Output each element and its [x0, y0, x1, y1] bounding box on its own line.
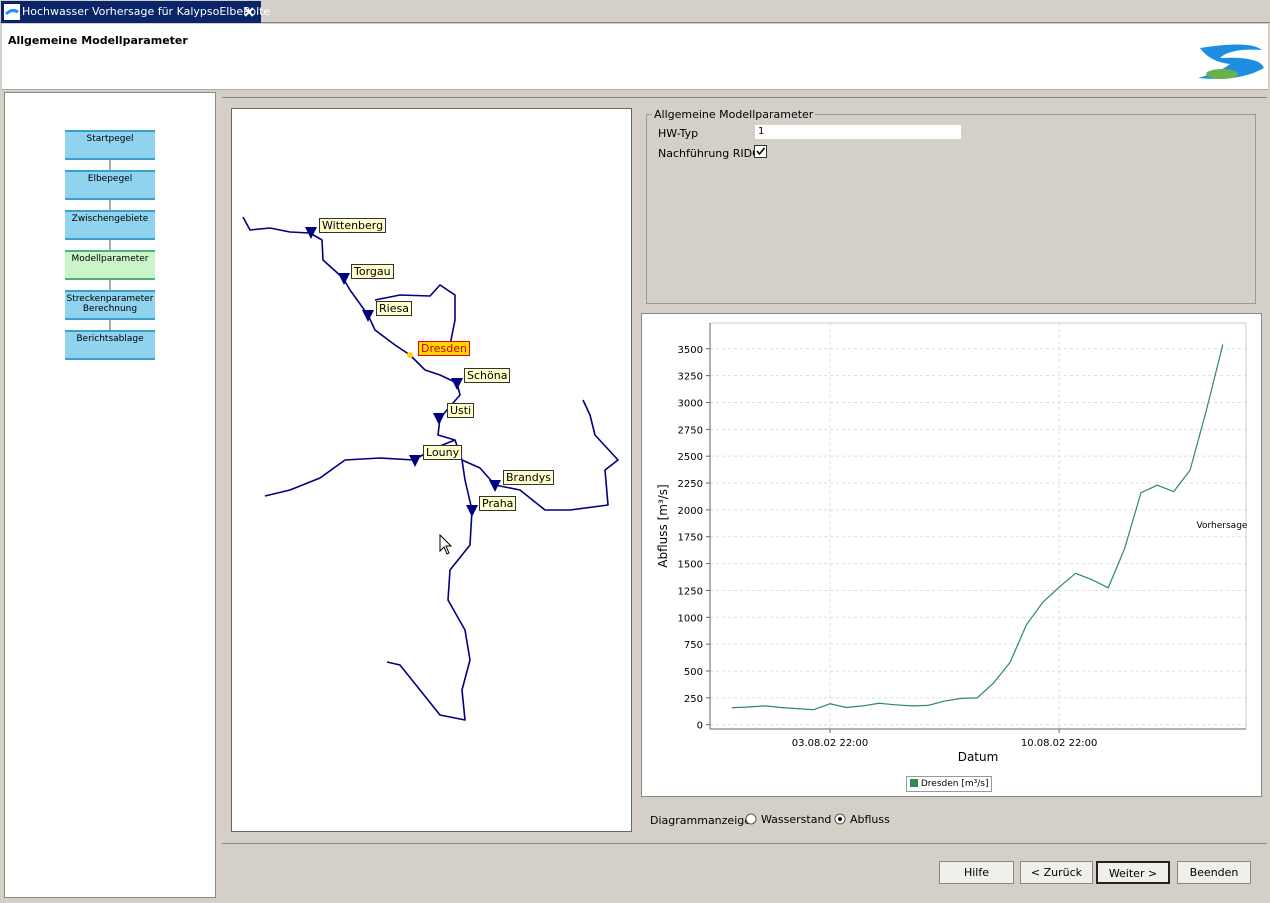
gauge-label[interactable]: Brandys [503, 470, 555, 485]
x-axis-label: Datum [958, 750, 999, 764]
gauge-label[interactable]: Louny [423, 445, 463, 460]
y-tick-label: 2750 [678, 425, 703, 436]
data-line [731, 344, 1224, 711]
rido-checkbox[interactable] [754, 145, 768, 159]
gauge-label[interactable]: Wittenberg [319, 218, 387, 233]
y-tick-label: 0 [697, 721, 703, 732]
tab[interactable]: Hochwasser Vorhersage für KalypsoElbePol… [1, 1, 270, 23]
tab-close[interactable] [244, 7, 254, 17]
field-label: HW-Typ [658, 127, 699, 140]
gauge-label[interactable]: Riesa [376, 301, 412, 316]
gauge-label[interactable]: Schöna [464, 368, 511, 383]
separator [222, 97, 1267, 98]
x-tick-label: 10.08.02 22:00 [1021, 738, 1098, 749]
display-label: Diagrammanzeige: [650, 814, 755, 827]
y-tick-label: 3250 [678, 372, 703, 383]
workflow-step[interactable]: Startpegel [65, 130, 155, 160]
tab-title: Hochwasser Vorhersage für KalypsoElbePol… [22, 5, 271, 18]
legend-label: Dresden [m³/s] [920, 779, 989, 789]
y-tick-label: 2000 [678, 506, 703, 517]
parameters-group [646, 114, 1256, 304]
gauge-label[interactable]: Dresden [418, 341, 470, 356]
annotation: Vorhersage [1197, 521, 1248, 531]
group-title: Allgemeine Modellparameter [652, 108, 816, 121]
workflow-step[interactable]: Berichtsablage [65, 330, 155, 360]
chart: 0 250 500 750 1000 1250 1500 1750 2000 2250 2500 27… [656, 322, 1248, 764]
y-tick-label: 500 [684, 667, 703, 678]
radio[interactable] [834, 813, 846, 825]
header-title: Allgemeine Modellparameter [8, 34, 188, 47]
y-tick-label: 750 [684, 640, 703, 651]
gauge-label[interactable]: Praha [479, 496, 517, 511]
y-tick-label: 1750 [678, 533, 703, 544]
legend: Dresden [m³/s] [906, 776, 993, 792]
field-label: Nachführung RIDO [658, 147, 761, 160]
y-tick-label: 3500 [678, 345, 703, 356]
button[interactable]: Beenden [1177, 861, 1251, 884]
workflow-step[interactable]: Streckenparameter Berechnung [65, 290, 155, 320]
map-panel [231, 108, 632, 832]
separator [222, 843, 1267, 844]
y-axis-label: Abfluss [m³/s] [656, 484, 670, 567]
legend-swatch [910, 779, 918, 787]
button[interactable]: < Zurück [1020, 861, 1093, 884]
gauge-label[interactable]: Torgau [351, 264, 394, 279]
y-tick-label: 250 [684, 694, 703, 705]
tab-icon [4, 4, 20, 20]
workflow-step[interactable]: Zwischengebiete [65, 210, 155, 240]
gauge-label[interactable]: Usti [447, 403, 475, 418]
button[interactable]: Hilfe [939, 861, 1014, 884]
plot-area [709, 322, 1247, 730]
workflow-step[interactable]: Modellparameter [65, 250, 155, 280]
radio[interactable] [745, 813, 757, 825]
radio-label[interactable]: Wasserstand [761, 813, 832, 826]
workflow-step[interactable]: Elbepegel [65, 170, 155, 200]
header: Allgemeine Modellparameter [2, 24, 1268, 90]
y-tick-label: 3000 [678, 398, 703, 409]
hw-typ-input[interactable]: 1 [755, 125, 961, 139]
y-tick-label: 2500 [678, 452, 703, 463]
radio-label[interactable]: Abfluss [850, 813, 890, 826]
y-tick-label: 1500 [678, 560, 703, 571]
logo [1198, 44, 1264, 79]
button[interactable]: Weiter > [1096, 861, 1170, 884]
tab-bar [0, 0, 1270, 23]
x-tick-label: 03.08.02 22:00 [792, 738, 869, 749]
y-tick-label: 1250 [678, 586, 703, 597]
y-tick-label: 2250 [678, 479, 703, 490]
y-tick-label: 1000 [678, 613, 703, 624]
